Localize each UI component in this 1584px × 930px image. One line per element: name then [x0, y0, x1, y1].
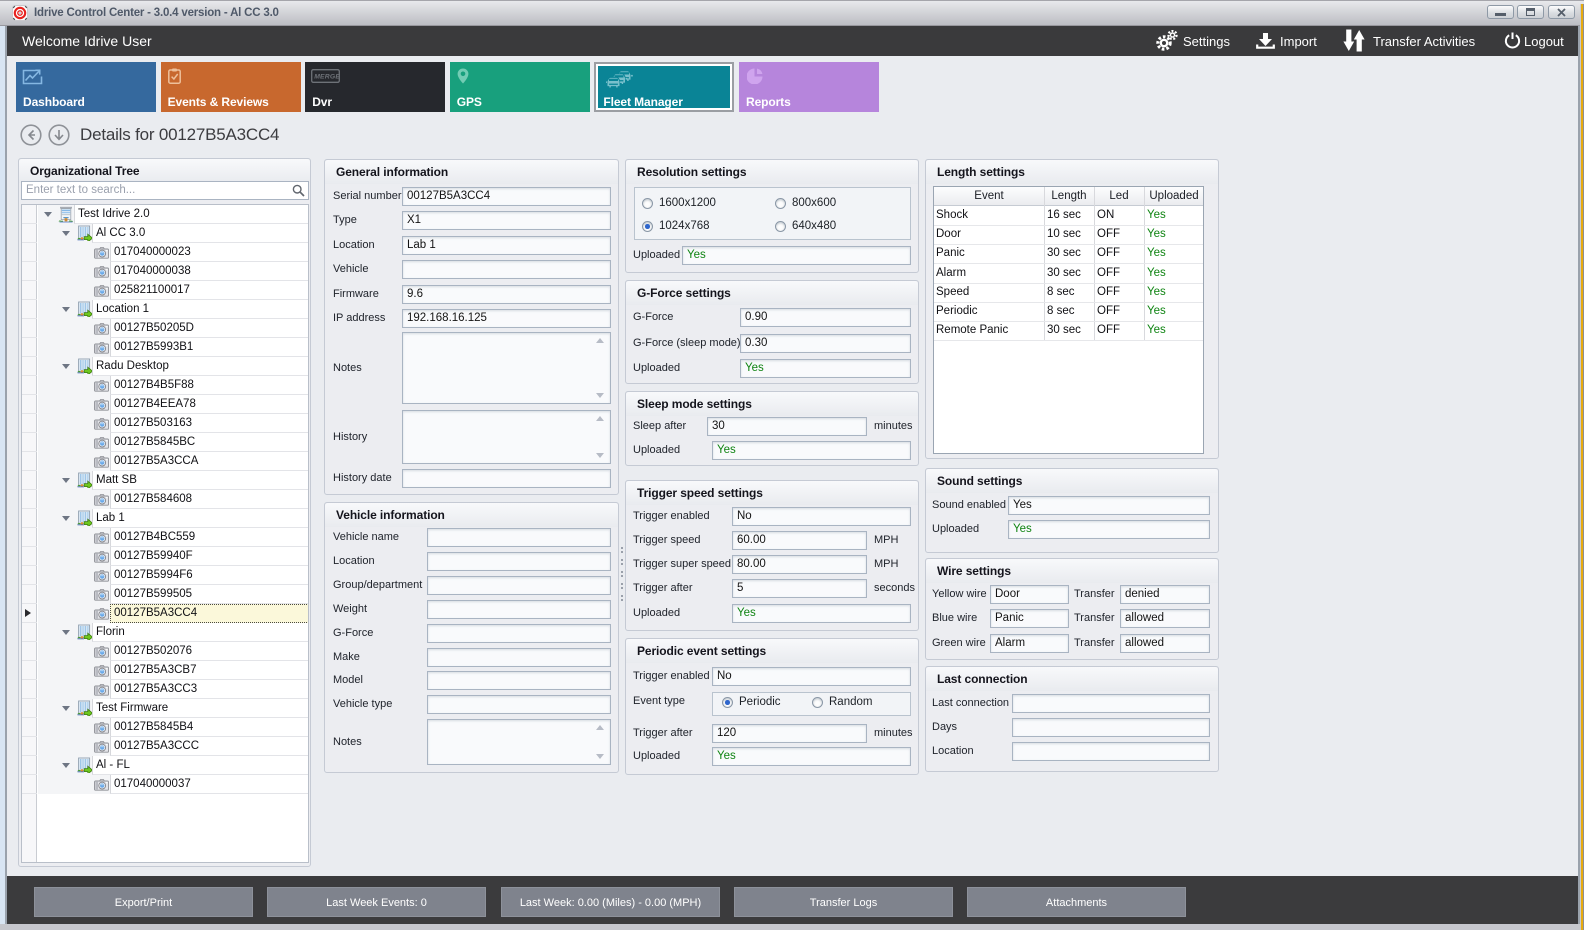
- svg-text:MERGE: MERGE: [314, 74, 340, 81]
